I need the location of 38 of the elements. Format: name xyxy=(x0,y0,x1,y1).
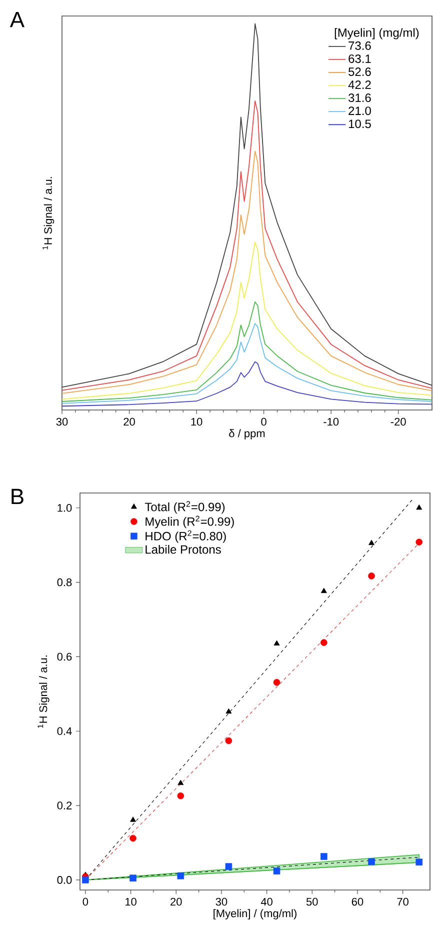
y-tick-label: 0.6 xyxy=(57,652,72,661)
y-tick-label: 0.8 xyxy=(57,578,72,586)
text: B xyxy=(12,488,24,504)
x-tick-label: 40 xyxy=(260,898,272,906)
legend-label: 63.1 xyxy=(348,54,371,63)
legend-title: [Myelin] (mg/ml) xyxy=(334,28,419,40)
legend-label: 52.6 xyxy=(348,67,371,76)
x-tick-label: 20 xyxy=(170,898,182,906)
x-tick-label: 30 xyxy=(56,418,68,426)
x-tick-label: -20 xyxy=(390,418,406,426)
legend-label: Labile Protons xyxy=(146,544,221,554)
legend-label: 42.2 xyxy=(348,80,371,89)
legend-label: 31.6 xyxy=(348,94,371,102)
y-tick-label: 0.2 xyxy=(57,802,72,810)
legend-label: Myelin (R$^{2}$=0.99) xyxy=(146,516,234,528)
x-tick-label: 70 xyxy=(397,898,408,906)
x-axis-title: δ / ppm xyxy=(229,429,265,440)
x-tick-label: 50 xyxy=(306,898,318,906)
x-tick-label: 30 xyxy=(216,898,228,906)
x-axis-title: [Myelin] / (mg/ml) xyxy=(214,909,296,920)
y-axis-title: $^{1}$H Signal / a.u. xyxy=(42,177,54,250)
y-axis-title: $^{1}$H Signal / a.u. xyxy=(38,656,50,728)
y-tick-label: 0.4 xyxy=(57,727,72,736)
x-tick-label: 10 xyxy=(191,418,202,426)
legend-label: HDO (R$^{2}$=0.80) xyxy=(146,530,226,543)
y-tick-label: 0.0 xyxy=(57,876,72,884)
x-tick-label: 0 xyxy=(261,418,266,426)
legend-label: 21.0 xyxy=(348,106,371,116)
x-tick-label: -10 xyxy=(324,418,339,426)
y-tick-label: 1.0 xyxy=(58,504,72,512)
legend-label: 10.5 xyxy=(348,120,371,128)
x-tick-label: 60 xyxy=(352,898,364,906)
legend-label: 73.6 xyxy=(348,41,371,50)
legend-label: Total (R$^{2}$=0.99) xyxy=(144,501,225,514)
x-tick-label: 0 xyxy=(82,898,88,906)
text: A xyxy=(10,12,24,28)
x-tick-label: 20 xyxy=(124,418,135,426)
x-tick-label: 10 xyxy=(125,898,136,906)
